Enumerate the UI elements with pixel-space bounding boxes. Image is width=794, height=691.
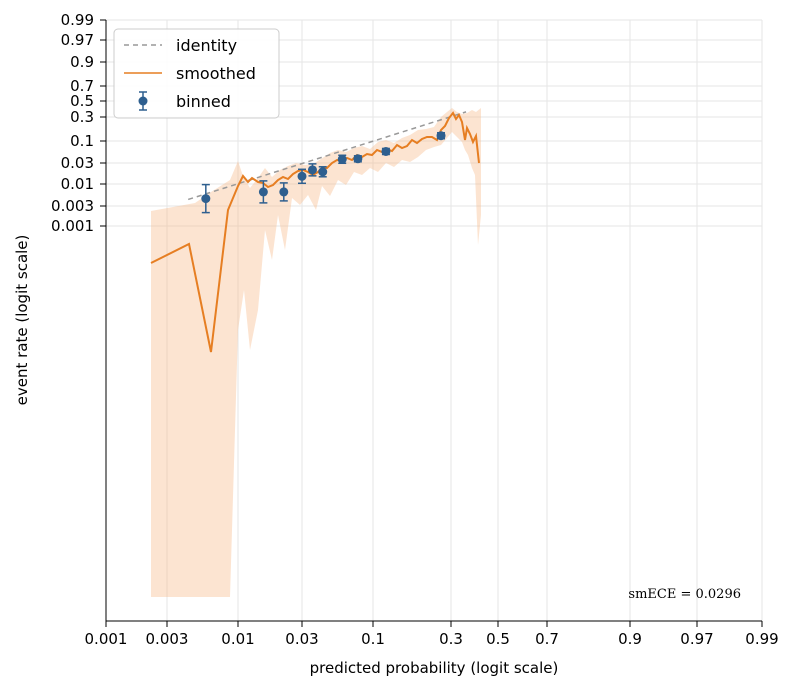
y-tick-label: 0.99 [61,11,94,29]
binned-point [337,154,347,165]
grid [105,19,763,621]
legend-binned-label: binned [176,92,231,111]
binned-marker [297,171,307,181]
smece-annotation: smECE = 0.0296 [628,587,741,602]
x-tick-label: 0.99 [745,630,778,648]
binned-point [258,180,268,204]
y-ticks: 0.001 0.003 0.01 0.03 0.1 0.30.50.7 0.9 0.97 0.9… [51,11,106,235]
y-tick-label: 0.3 [70,108,94,126]
binned-marker [353,154,363,164]
legend: identity smoothed binned [113,28,280,119]
y-tick-label: 0.003 [51,197,94,215]
legend-box [113,28,280,119]
x-tick-label: 0.7 [535,630,559,648]
binned-marker [258,187,268,197]
y-tick-label: 0.9 [70,53,94,71]
x-tick-label: 0.97 [680,630,713,648]
binned-point [297,168,307,185]
identity-line [187,111,467,201]
smoothed-confidence-band [151,108,481,597]
binned-point [353,154,363,164]
x-tick-label: 0.5 [486,630,510,648]
legend-smoothed-label: smoothed [176,64,256,83]
x-tick-label: 0.3 [439,630,463,648]
binned-points [201,131,446,214]
x-ticks: 0.001 0.003 0.01 0.03 0.1 0.3 0.5 0.7 0.9 0.97 0.9… [85,621,779,648]
binned-point [201,183,211,214]
y-tick-label: 0.97 [61,31,94,49]
y-tick-label: 0.1 [70,132,94,150]
x-tick-label: 0.001 [85,630,128,648]
y-tick-label: 0.01 [61,175,94,193]
binned-point [307,163,317,177]
binned-point [318,166,328,178]
binned-marker [436,131,446,141]
binned-marker [279,187,289,197]
x-tick-label: 0.9 [618,630,642,648]
binned-marker [337,154,347,164]
y-tick-label: 0.7 [70,77,94,95]
legend-binned-marker [138,96,148,106]
x-tick-label: 0.01 [221,630,254,648]
y-tick-label: 0.03 [61,154,94,172]
binned-marker [381,146,391,156]
binned-point [279,182,289,202]
x-axis-label: predicted probability (logit scale) [310,659,559,677]
binned-marker [318,167,328,177]
x-tick-label: 0.03 [285,630,318,648]
legend-identity-label: identity [176,36,237,55]
y-tick-label: 0.5 [70,92,94,110]
binned-point [436,131,446,141]
y-tick-label: 0.001 [51,217,94,235]
binned-point [381,146,391,156]
y-axis-label: event rate (logit scale) [13,235,31,406]
binned-marker [307,165,317,175]
binned-marker [201,194,211,204]
x-tick-label: 0.003 [146,630,189,648]
x-tick-label: 0.1 [361,630,385,648]
